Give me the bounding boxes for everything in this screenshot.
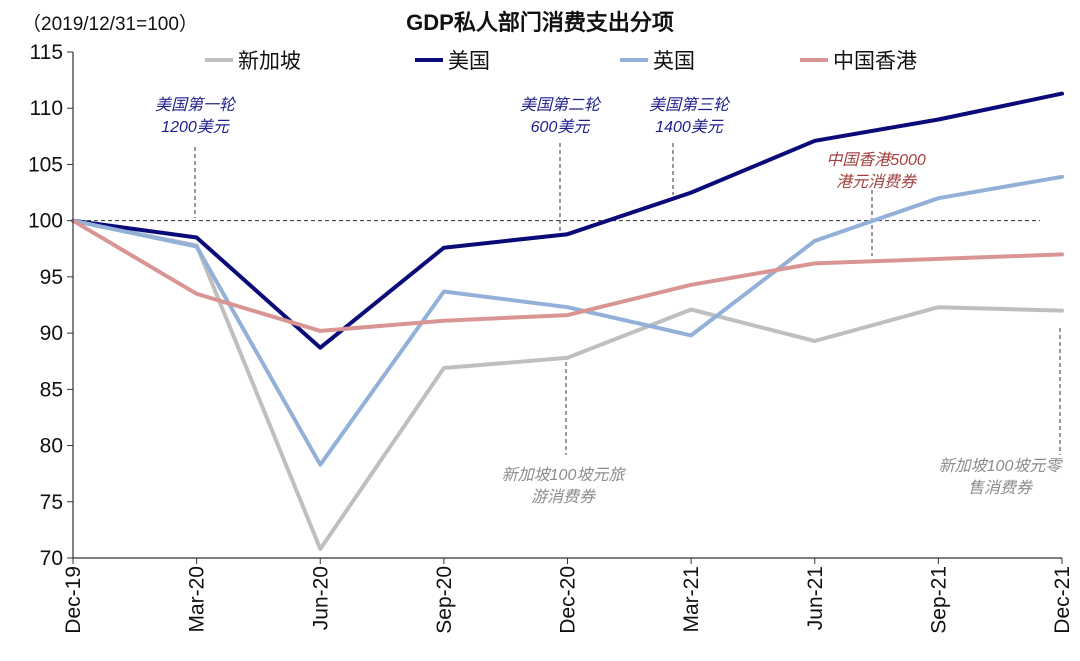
annotation-text: 美国第二轮 (520, 96, 602, 114)
y-tick-label: 105 (28, 153, 63, 176)
legend-label: 美国 (448, 50, 490, 73)
annotation-text: 1200美元 (161, 118, 231, 136)
annotation-text: 1400美元 (655, 118, 725, 136)
annotation-text: 游消费券 (531, 488, 597, 506)
legend-label: 英国 (653, 50, 695, 73)
x-tick-label: Dec-21 (1051, 566, 1074, 634)
x-ticks: Dec-19 Mar-20 Jun-20 Sep-20 Dec-20 Mar-21 Jun-… (62, 558, 1074, 634)
x-tick-label: Dec-19 (62, 566, 85, 634)
y-tick-label: 110 (30, 97, 63, 120)
series-line (71, 91, 1064, 350)
y-tick-label: 75 (40, 491, 63, 514)
series-line (71, 218, 1064, 333)
series-line (71, 174, 1064, 467)
x-tick-label: Sep-20 (433, 566, 456, 634)
legend: 新加坡 美国 英国 中国香港 (205, 50, 917, 73)
annotation-text: 美国第一轮 (155, 96, 237, 114)
x-tick-label: Mar-21 (680, 566, 703, 633)
y-tick-label: 100 (28, 210, 63, 233)
annotation-text: 新加坡100坡元旅 (502, 466, 627, 484)
annotation-text: 新加坡100坡元零 (939, 457, 1064, 475)
y-tick-label: 90 (40, 322, 63, 345)
y-tick-label: 95 (40, 266, 63, 289)
y-tick-label: 115 (30, 41, 63, 64)
annotation-guides (194, 143, 1061, 455)
annotation-text: 港元消费券 (836, 173, 918, 191)
y-ticks: 115 110 105 100 95 90 85 80 75 70 (28, 41, 73, 570)
annotations: 美国第一轮 1200美元 美国第二轮 600美元 美国第三轮 1400美元中国香港5000… (155, 96, 1063, 506)
legend-label: 中国香港 (833, 50, 917, 73)
annotation-text: 600美元 (531, 118, 592, 136)
series-line (71, 218, 1064, 551)
series-layer (71, 91, 1064, 551)
chart-title: GDP私人部门消费支出分项 (406, 10, 674, 35)
y-tick-label: 85 (40, 378, 63, 401)
x-tick-label: Jun-20 (309, 566, 332, 630)
unit-label: （2019/12/31=100） (22, 13, 198, 35)
x-tick-label: Jun-21 (804, 566, 827, 630)
y-tick-label: 80 (40, 435, 63, 458)
y-tick-label: 70 (40, 547, 63, 570)
x-tick-label: Mar-20 (186, 566, 209, 633)
annotation-text: 中国香港5000 (826, 151, 926, 169)
x-tick-label: Dec-20 (557, 566, 580, 634)
x-tick-label: Sep-21 (927, 566, 950, 634)
annotation-text: 美国第三轮 (649, 96, 731, 114)
annotation-text: 售消费券 (968, 479, 1034, 497)
legend-label: 新加坡 (238, 50, 301, 73)
